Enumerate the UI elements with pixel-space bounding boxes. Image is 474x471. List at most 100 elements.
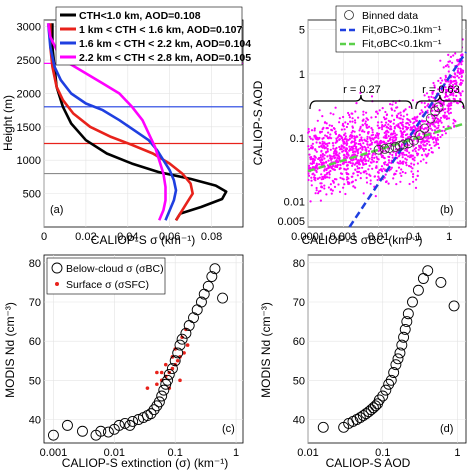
- scatter-dot: [436, 136, 439, 139]
- below-cloud-point: [180, 327, 192, 339]
- scatter-dot: [384, 110, 387, 114]
- scatter-dot: [354, 179, 357, 182]
- scatter-dot: [400, 174, 403, 177]
- scatter-dot: [404, 133, 407, 137]
- y-tick-label: 2500: [17, 55, 41, 67]
- scatter-dot: [311, 142, 314, 145]
- scatter-dot: [370, 156, 374, 159]
- scatter-dot: [387, 139, 390, 142]
- legend-box: [55, 6, 243, 66]
- scatter-dot: [427, 152, 430, 155]
- below-cloud-point: [156, 390, 168, 402]
- scatter-dot: [344, 135, 347, 138]
- scatter-dot: [392, 122, 395, 125]
- scatter-dot: [433, 129, 437, 132]
- scatter-dot: [437, 124, 440, 127]
- scatter-dot: [332, 113, 335, 116]
- scatter-dot: [328, 124, 331, 127]
- y-tick-label: 0.01: [284, 197, 305, 209]
- surface-point: [178, 378, 182, 383]
- scatter-dot: [385, 121, 388, 124]
- scatter-dot: [345, 155, 348, 158]
- scatter-dot: [357, 116, 360, 119]
- scatter-dot: [321, 152, 324, 155]
- scatter-dot: [397, 112, 400, 115]
- scatter-dot: [356, 161, 359, 164]
- scatter-dot: [310, 129, 314, 132]
- scatter-dot: [333, 157, 336, 160]
- scatter-dot: [319, 142, 322, 145]
- scatter-dot: [436, 104, 439, 107]
- scatter-dot: [339, 172, 343, 175]
- below-cloud-point: [206, 271, 218, 282]
- panel-d-tag: (d): [440, 423, 453, 435]
- y-tick-label: 2000: [17, 88, 41, 100]
- legend-label: CTH<1.0 km, AOD=0.108: [79, 10, 201, 22]
- scatter-dot: [321, 158, 324, 162]
- scatter-dot: [420, 127, 423, 130]
- scatter-dot: [408, 105, 411, 109]
- legend-label: 1 km < CTH < 1.6 km, AOD=0.107: [79, 24, 242, 36]
- below-cloud-point: [158, 384, 170, 396]
- scatter-dot: [367, 168, 370, 171]
- scatter-dot: [330, 166, 333, 169]
- scatter-dot: [447, 102, 450, 105]
- scatter-dot: [326, 127, 329, 130]
- scatter-dot: [322, 161, 326, 164]
- scatter-dot: [359, 147, 362, 150]
- scatter-dot: [334, 106, 337, 109]
- scatter-dot: [314, 192, 317, 195]
- scatter-dot: [362, 142, 365, 145]
- y-tick-label: 1: [299, 69, 305, 81]
- scatter-dot: [385, 136, 388, 139]
- scatter-dot: [335, 152, 338, 155]
- scatter-dot: [408, 182, 411, 186]
- scatter-dot: [435, 143, 438, 146]
- scatter-dot: [399, 172, 402, 175]
- scatter-dot: [315, 189, 318, 192]
- scatter-dot: [459, 78, 462, 81]
- scatter-dot: [425, 127, 428, 130]
- scatter-dot: [434, 125, 437, 128]
- scatter-dot: [441, 79, 444, 82]
- scatter-dot: [447, 98, 450, 101]
- scatter-dot: [354, 186, 357, 189]
- scatter-dot: [407, 155, 410, 158]
- scatter-dot: [383, 157, 386, 160]
- scatter-dot: [447, 112, 451, 115]
- scatter-dot: [439, 77, 442, 80]
- scatter-dot: [341, 177, 344, 180]
- scatter-dot: [321, 155, 324, 158]
- legend-label: Surface σ (σSFC): [66, 279, 149, 291]
- scatter-dot: [446, 110, 449, 113]
- scatter-dot: [377, 137, 380, 140]
- scatter-dot: [355, 148, 358, 151]
- scatter-dot: [331, 179, 334, 182]
- legend-label: Binned data: [362, 10, 418, 22]
- scatter-dot: [347, 139, 350, 142]
- scatter-dot: [428, 143, 431, 147]
- below-cloud-point: [162, 374, 174, 386]
- scatter-dot: [428, 98, 431, 101]
- scatter-dot: [330, 192, 333, 195]
- scatter-dot: [414, 146, 418, 150]
- scatter-dot: [389, 136, 392, 139]
- scatter-dot: [405, 126, 408, 129]
- scatter-dot: [345, 140, 348, 143]
- below-cloud-point: [202, 280, 214, 292]
- x-tick-label: 0.001: [330, 231, 358, 243]
- scatter-dot: [323, 169, 326, 172]
- scatter-dot: [355, 102, 358, 105]
- scatter-dot: [407, 126, 410, 129]
- y-tick-label: 1000: [17, 155, 41, 167]
- scatter-dot: [324, 121, 327, 124]
- scatter-dot: [461, 90, 464, 93]
- scatter-dot: [419, 160, 422, 163]
- scatter-dot: [352, 172, 355, 175]
- scatter-dot: [444, 93, 447, 96]
- panel-d-ylabel: MODIS Nd (cm⁻³): [259, 302, 273, 398]
- scatter-dot: [325, 135, 328, 138]
- scatter-dot: [444, 132, 447, 135]
- scatter-dot: [455, 83, 458, 86]
- scatter-dot: [448, 83, 451, 86]
